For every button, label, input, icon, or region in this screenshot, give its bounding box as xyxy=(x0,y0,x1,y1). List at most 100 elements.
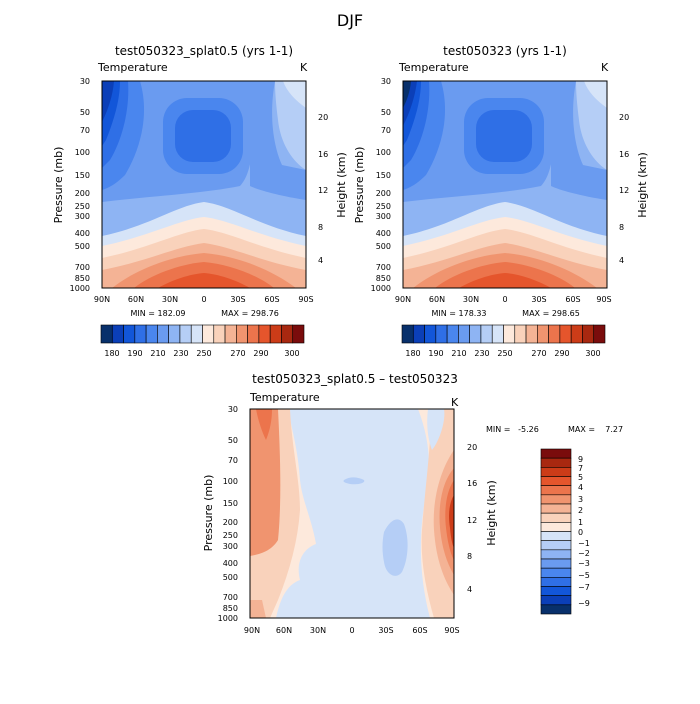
panel-2-colorbar-swatch-11 xyxy=(525,324,538,344)
panel-1-ytick-250: 250 xyxy=(75,202,90,211)
panel-2-colorbar-swatch-15 xyxy=(570,324,583,344)
panel-3-colorbar-swatch-16 xyxy=(540,595,572,606)
panel-3-y-right-ticks: 20 16 12 8 4 xyxy=(467,443,477,594)
panel-3-colorbar-swatch-3 xyxy=(540,476,572,486)
panel-1-cb-label-6: 290 xyxy=(253,349,268,358)
panel-1-cold-5 xyxy=(102,81,114,122)
panel-2-colorbar-swatch-6 xyxy=(469,324,482,344)
panel-3-ytick-70: 70 xyxy=(228,456,238,465)
panel-2-cold-6 xyxy=(403,81,411,108)
panel-1-colorbar-swatch-12 xyxy=(236,324,248,344)
panel-1-cb-label-7: 300 xyxy=(284,349,299,358)
panel-1-xtick-2: 30N xyxy=(162,295,178,304)
panel-2-band-7 xyxy=(459,273,551,288)
panel-2-title: test050323 (yrs 1-1) xyxy=(443,44,567,58)
panel-1-cb-label-2: 210 xyxy=(150,349,165,358)
panel-1-ztick-16: 16 xyxy=(318,150,328,159)
panel-2-ytick-30: 30 xyxy=(381,77,391,86)
panel-2-ytick-400: 400 xyxy=(376,229,391,238)
panel-3-ytick-30: 30 xyxy=(228,405,238,414)
panel-2-min: MIN = 178.33 xyxy=(431,309,486,318)
panel-3-colorbar-swatch-7 xyxy=(540,512,572,523)
panel-3-colorbar-swatch-0 xyxy=(540,448,572,459)
panel-2-cb-label-1: 190 xyxy=(428,349,443,358)
panel-3-ytick-850: 850 xyxy=(223,604,238,613)
panel-2-y-right-ticks: 20 16 12 8 4 xyxy=(619,113,629,265)
panel-3-cb-label-13: −9 xyxy=(578,599,590,608)
panel-2-ztick-12: 12 xyxy=(619,186,629,195)
panel-3-colorbar-swatch-11 xyxy=(540,549,572,560)
panel-1-ytick-400: 400 xyxy=(75,229,90,238)
panel-3-y-right-axis-label: Height (km) xyxy=(485,480,498,546)
panel-1-colorbar-swatch-9 xyxy=(202,324,215,344)
panel-3-ztick-20: 20 xyxy=(467,443,477,452)
panel-3-ytick-150: 150 xyxy=(223,499,238,508)
panel-3-ytick-300: 300 xyxy=(223,542,238,551)
panel-3-ytick-250: 250 xyxy=(223,531,238,540)
panel-1-subtitle-left: Temperature xyxy=(97,61,168,74)
panel-1-polar-warm-1 xyxy=(275,81,306,170)
panel-1-colorbar-swatch-11 xyxy=(224,324,237,344)
panel-1-colorbar-swatch-15 xyxy=(269,324,282,344)
panel-3-ytick-700: 700 xyxy=(223,593,238,602)
panel-3-neg-deep xyxy=(382,519,408,576)
panel-2-cb-label-6: 290 xyxy=(554,349,569,358)
panel-2-ytick-100: 100 xyxy=(376,148,391,157)
panel-2-colorbar-swatch-4 xyxy=(446,324,459,344)
season-title: DJF xyxy=(337,11,363,30)
panel-3-y-ticks: 30 50 70 100 150 200 250 300 400 500 700… xyxy=(218,405,238,623)
panel-1-ztick-8: 8 xyxy=(318,223,323,232)
panel-2-polar-warm-2 xyxy=(584,81,607,108)
panel-3-xtick-1: 60N xyxy=(276,626,292,635)
panel-3-ztick-4: 4 xyxy=(467,585,472,594)
panel-3-cb-label-2: 5 xyxy=(578,473,583,482)
panel-1-colorbar-swatch-0 xyxy=(100,324,113,344)
panel-1-xtick-0: 90N xyxy=(94,295,110,304)
panel-1-ytick-150: 150 xyxy=(75,171,90,180)
panel-2-xtick-1: 60N xyxy=(429,295,445,304)
panel-3-cb-label-7: 0 xyxy=(578,528,583,537)
panel-2-x-ticks: 90N 60N 30N 0 30S 60S 90S xyxy=(395,295,612,304)
panel-1-colorbar-labels: 180 190 210 230 250 270 290 300 xyxy=(104,349,299,358)
panel-3-ztick-8: 8 xyxy=(467,552,472,561)
panel-3-xtick-6: 90S xyxy=(444,626,459,635)
panel-1-ztick-4: 4 xyxy=(318,256,323,265)
panel-1-colorbar xyxy=(100,324,305,344)
panel-3-sh-pos-5 xyxy=(449,495,454,548)
panel-1-units: K xyxy=(300,61,308,74)
panel-3-ytick-50: 50 xyxy=(228,436,238,445)
panel-2-xtick-6: 90S xyxy=(596,295,611,304)
panel-2-ztick-8: 8 xyxy=(619,223,624,232)
panel-3-nh-pos-3 xyxy=(256,409,272,440)
panel-2-colorbar-swatch-10 xyxy=(514,324,527,344)
panel-3-x-ticks: 90N 60N 30N 0 30S 60S 90S xyxy=(244,626,460,635)
panel-3-xtick-2: 30N xyxy=(310,626,326,635)
panel-1-colorbar-swatch-7 xyxy=(179,324,192,344)
panel-3-max: MAX = 7.27 xyxy=(568,425,623,434)
panel-3-colorbar-swatch-4 xyxy=(540,485,572,496)
panel-2-ytick-250: 250 xyxy=(376,202,391,211)
panel-3-colorbar-swatch-13 xyxy=(540,567,572,578)
panel-top-right: test050323 (yrs 1-1) Temperature K xyxy=(353,44,649,358)
panel-2-colorbar-swatch-0 xyxy=(401,324,414,344)
panel-1-colorbar-swatch-16 xyxy=(281,324,294,344)
panel-3-cb-label-4: 3 xyxy=(578,495,583,504)
panel-3-xtick-0: 90N xyxy=(244,626,260,635)
panel-2-xtick-5: 60S xyxy=(565,295,580,304)
panel-3-cb-label-0: 9 xyxy=(578,455,583,464)
panel-1-ytick-200: 200 xyxy=(75,189,90,198)
panel-3-field xyxy=(250,409,454,618)
panel-2-subtitle-left: Temperature xyxy=(398,61,469,74)
panel-2-colorbar-swatch-9 xyxy=(503,324,516,344)
panel-1-polar-warm-2 xyxy=(283,81,306,108)
panel-2-ytick-1000: 1000 xyxy=(371,284,391,293)
panel-3-colorbar-swatch-2 xyxy=(540,467,572,477)
panel-1-colorbar-swatch-2 xyxy=(123,324,136,344)
panel-3-colorbar-swatch-9 xyxy=(540,531,572,541)
panel-1-max: MAX = 298.76 xyxy=(221,309,279,318)
panel-2-colorbar xyxy=(401,324,606,344)
panel-2-colorbar-swatch-13 xyxy=(548,324,561,344)
panel-2-colorbar-labels: 180 190 210 230 250 270 290 300 xyxy=(405,349,600,358)
panel-3-colorbar-swatch-8 xyxy=(540,522,572,532)
